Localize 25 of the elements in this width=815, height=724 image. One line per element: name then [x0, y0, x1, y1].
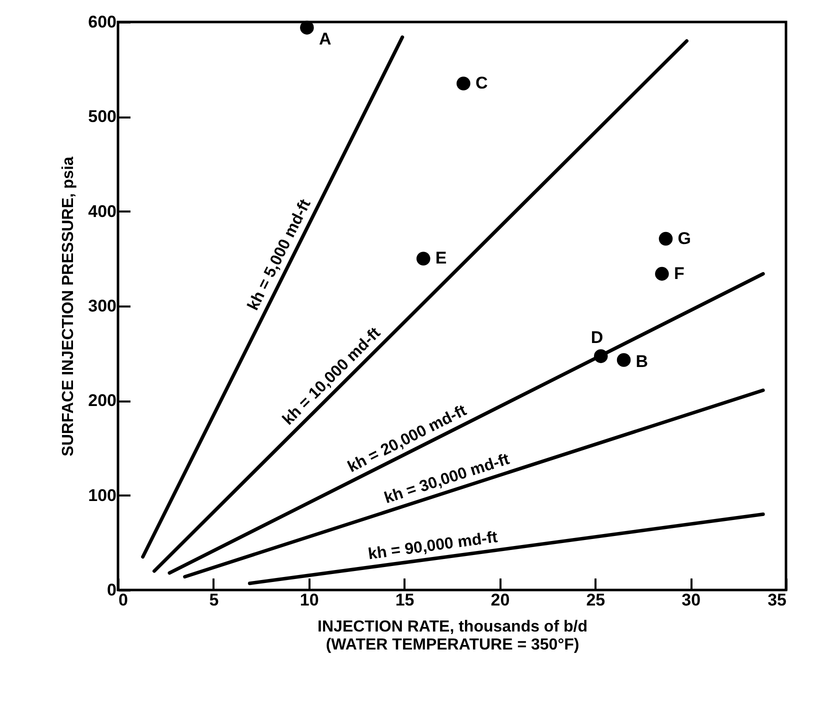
y-tick-label: 400	[88, 202, 116, 221]
series-label: D	[590, 328, 604, 348]
series-label: A	[318, 30, 332, 49]
text: kh = 5,000 md-ft	[244, 196, 315, 314]
y-tick-label: 100	[88, 486, 116, 505]
y-tick-label: 200	[88, 391, 116, 410]
y-tick-label: 600	[88, 12, 116, 32]
y-axis-title: SURFACE INJECTION PRESSURE, psia	[60, 156, 78, 456]
x-tick-label: 30	[682, 590, 701, 610]
text: kh = 90,000 md-ft	[367, 528, 500, 564]
x-tick-label: 20	[490, 590, 510, 610]
x-axis-title: INJECTION RATE, thousands of b/d (WATER TEMPERATURE = 350°F)	[318, 618, 588, 654]
x-tick-label: 0	[118, 590, 128, 610]
x-tick-label: 5	[209, 590, 219, 610]
x-tick-label: 15	[395, 590, 414, 610]
x-tick-label: 35	[768, 590, 786, 610]
series-label: C	[475, 74, 488, 93]
series-label: E	[435, 248, 447, 268]
series-label: B	[636, 352, 648, 371]
x-tick-label: 25	[586, 590, 606, 610]
series-label: G	[678, 228, 691, 248]
y-tick-label: 500	[88, 107, 116, 126]
x-tick-label: 10	[300, 590, 319, 610]
series-label: F	[674, 264, 684, 283]
y-tick-label: 300	[88, 296, 116, 316]
